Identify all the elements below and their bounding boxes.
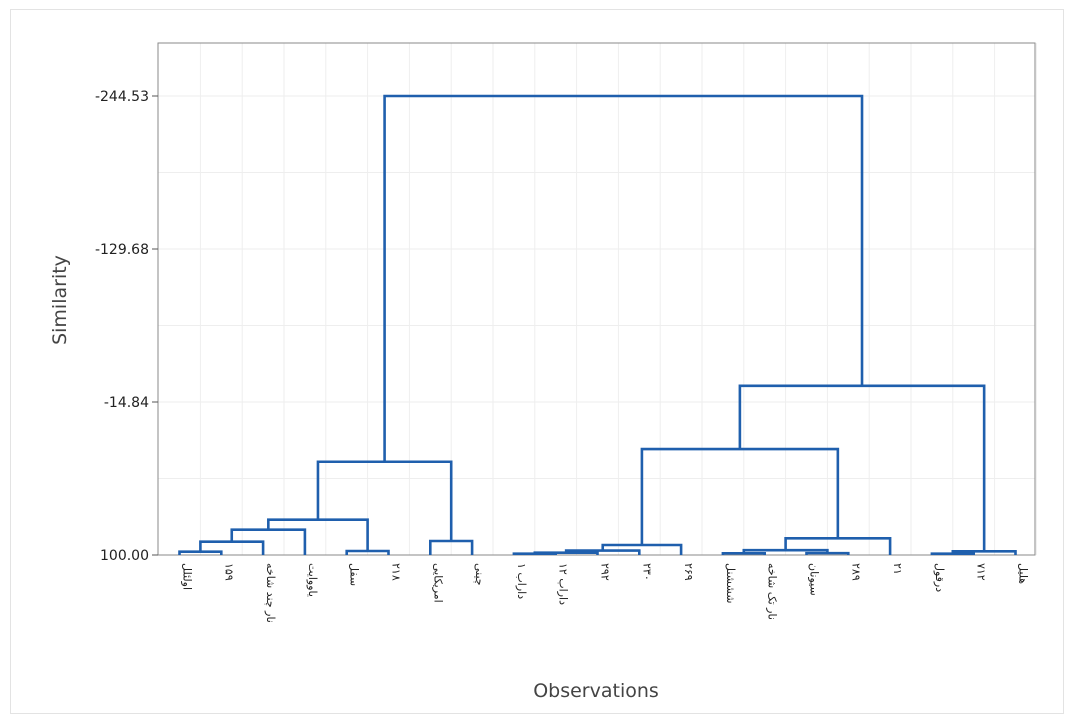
dendrogram-link [738,384,986,552]
leaf-label: شششنل [724,563,737,604]
leaf-label: ۲۶۹ [682,563,695,581]
leaf-label: داراب ۱ [515,563,528,599]
dendrogram-links [178,94,1017,555]
dendrogram-link [564,549,641,555]
leaf-label: ۲۱۸ [390,563,403,581]
y-axis-title: Similarity [49,255,71,345]
y-axis-ticks: -244.53 -129.68 -14.84 100.00 [95,89,158,564]
y-tick-label: -244.53 [95,89,149,105]
grid-lines [158,43,1037,556]
leaf-labels: اولئلل ۱۵۹ نار چند شاخه یاووایت سفل ۲۱۸ امریکا… [181,563,1030,623]
page-frame [10,9,1064,714]
leaf-label: نار تک شاخه [766,563,779,620]
dendrogram-link [316,460,453,542]
dendrogram-link [383,94,864,462]
leaf-label: نار چند شاخه [264,563,277,623]
leaf-label: امریکایی [431,563,444,603]
y-tick-label: -14.84 [104,395,149,411]
dendrogram-link [640,447,840,546]
leaf-label: یاووایت [306,563,319,597]
leaf-label: ۱۵۹ [222,563,235,581]
leaf-label: ۲۹۲ [599,563,612,581]
dendrogram-link [199,540,265,555]
dendrogram-link [805,551,850,555]
leaf-label: هلیل [1017,563,1030,584]
leaf-label: ۲۱ [891,563,904,575]
y-tick-label: -129.68 [95,242,149,258]
dendrogram-link [930,552,975,555]
x-axis-title: Observations [533,680,659,702]
dendrogram-link [742,548,829,554]
leaf-label: ۲۸۹ [849,563,862,581]
leaf-label: چینی [473,563,486,586]
leaf-label: اولئلل [181,563,194,590]
leaf-label: درقول [933,563,946,592]
dendrogram-link [951,549,1017,555]
leaf-label: سفل [348,563,361,586]
leaf-label: داراب ۱۲ [557,563,570,605]
leaf-label: ۲۳۰ [640,563,653,581]
leaf-label: ۷۱۲ [975,563,988,581]
dendrogram-link [784,537,892,555]
y-tick-label: 100.00 [100,548,149,564]
dendrogram-link [267,518,369,552]
leaf-label: سیونان [808,563,821,596]
